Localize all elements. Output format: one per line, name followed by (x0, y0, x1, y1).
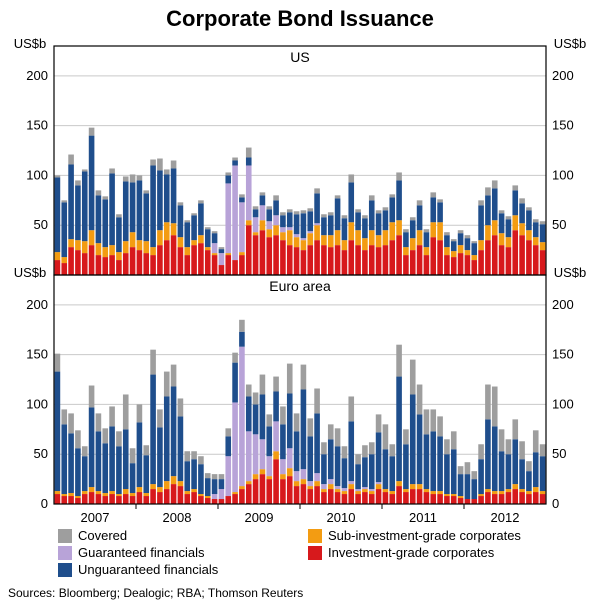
svg-text:150: 150 (26, 347, 48, 362)
legend-item: Guaranteed financials (58, 545, 296, 560)
legend-label: Guaranteed financials (78, 545, 204, 560)
chart-container: Corporate Bond Issuance 5050100100150150… (0, 0, 600, 606)
sources-text: Sources: Bloomberg; Dealogic; RBA; Thoms… (8, 586, 303, 600)
svg-text:100: 100 (26, 396, 48, 411)
legend-item: Investment-grade corporates (308, 545, 546, 560)
svg-text:150: 150 (552, 118, 574, 133)
svg-text:100: 100 (26, 167, 48, 182)
svg-text:150: 150 (26, 118, 48, 133)
svg-text:US$b: US$b (14, 36, 47, 51)
svg-text:US$b: US$b (14, 265, 47, 280)
svg-text:150: 150 (552, 347, 574, 362)
svg-text:US$b: US$b (554, 265, 587, 280)
legend-item: Covered (58, 528, 296, 543)
svg-text:0: 0 (41, 496, 48, 511)
svg-text:0: 0 (552, 496, 559, 511)
legend-swatch (308, 546, 322, 560)
svg-text:2008: 2008 (163, 510, 192, 525)
legend-label: Covered (78, 528, 127, 543)
svg-text:US$b: US$b (554, 36, 587, 51)
legend-swatch (58, 529, 72, 543)
svg-text:50: 50 (34, 446, 48, 461)
legend-swatch (58, 563, 72, 577)
svg-text:200: 200 (552, 297, 574, 312)
legend-label: Investment-grade corporates (328, 545, 494, 560)
svg-text:200: 200 (552, 68, 574, 83)
svg-text:Euro area: Euro area (269, 278, 331, 294)
svg-text:50: 50 (552, 446, 566, 461)
legend-item: Unguaranteed financials (58, 562, 308, 577)
svg-text:2012: 2012 (491, 510, 520, 525)
legend-label: Unguaranteed financials (78, 562, 218, 577)
svg-text:US: US (290, 49, 309, 65)
legend-swatch (308, 529, 322, 543)
svg-text:50: 50 (552, 217, 566, 232)
legend: Covered Sub-investment-grade corporates Gu… (58, 528, 558, 579)
svg-text:200: 200 (26, 68, 48, 83)
svg-text:2009: 2009 (245, 510, 274, 525)
legend-label: Sub-investment-grade corporates (328, 528, 521, 543)
chart-svg: 50 50 100 100 150 150 200 200 US$b US$b US 0 0 50 50 10… (0, 0, 600, 606)
legend-swatch (58, 546, 72, 560)
svg-text:50: 50 (34, 217, 48, 232)
svg-text:2011: 2011 (409, 510, 437, 525)
svg-text:2007: 2007 (81, 510, 110, 525)
svg-text:200: 200 (26, 297, 48, 312)
svg-text:100: 100 (552, 167, 574, 182)
svg-text:100: 100 (552, 396, 574, 411)
legend-item: Sub-investment-grade corporates (308, 528, 546, 543)
svg-text:2010: 2010 (327, 510, 356, 525)
